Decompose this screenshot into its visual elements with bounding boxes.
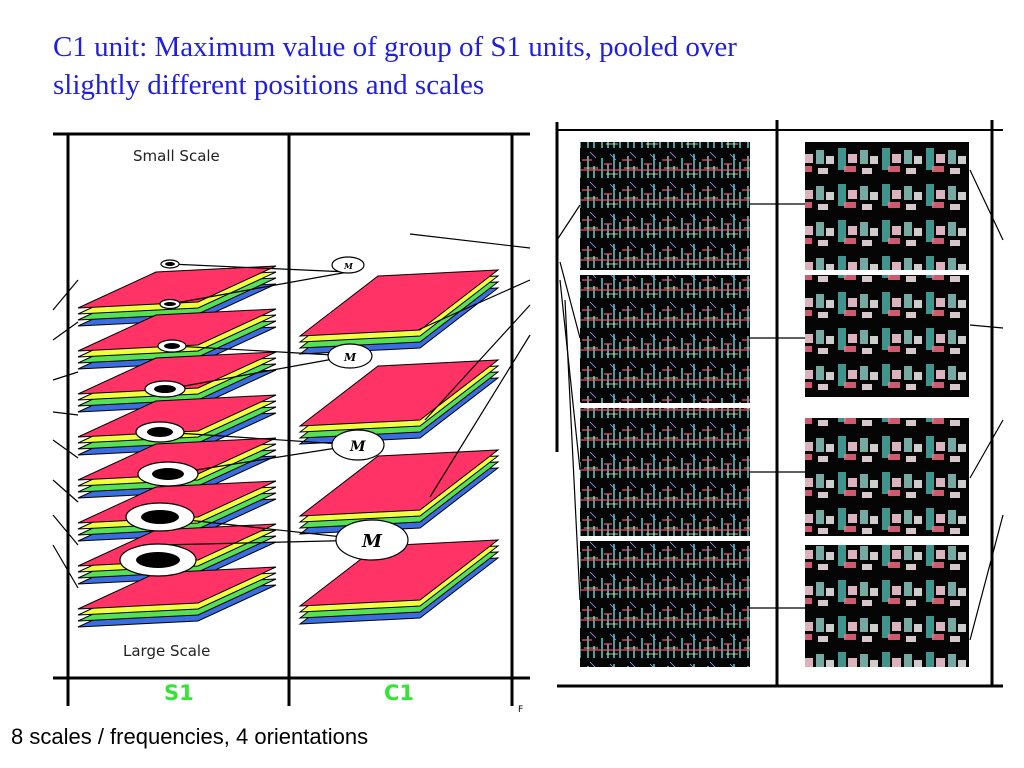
- slide-title: C1 unit: Maximum value of group of S1 un…: [53, 28, 953, 104]
- c1-unit-1: M: [331, 256, 365, 274]
- diagram-frame: [53, 132, 530, 706]
- s1-response-image-1: [580, 142, 750, 270]
- slide-caption: 8 scales / frequencies, 4 orientations: [11, 724, 369, 749]
- small-scale-label: Small Scale: [133, 147, 220, 165]
- s1-stack-1-layer-top: [77, 265, 277, 309]
- c1-stack-1-layer-top: [298, 269, 500, 337]
- image-panel-frame: [555, 120, 1003, 688]
- s1-unit-4: [144, 380, 186, 398]
- c1-unit-1-letter: M: [343, 261, 354, 271]
- s1-unit-2: [159, 298, 181, 310]
- c1-units: M M M M: [327, 256, 409, 561]
- s1-response-image-3: [580, 408, 750, 536]
- c1-response-image-4: [805, 545, 969, 667]
- s1-unit-3: [157, 339, 187, 353]
- cut-off-label: F: [518, 705, 523, 715]
- c1-layer-stacks: [298, 269, 500, 625]
- c1-response-image-1: [805, 142, 969, 270]
- slide-title-line-1: C1 unit: Maximum value of group of S1 un…: [53, 31, 737, 63]
- s1-to-c1-connectors: [159, 263, 371, 546]
- c1-unit-3: M: [331, 429, 385, 461]
- s1-response-image-4: [580, 541, 750, 667]
- large-scale-label: Large Scale: [123, 642, 210, 660]
- c1-unit-4: M: [335, 519, 409, 561]
- c1-stack-2-layer-top: [298, 359, 500, 427]
- c1-unit-2-letter: M: [343, 351, 357, 364]
- s1-unit-6: [137, 461, 199, 487]
- s1-unit-8: [119, 543, 197, 577]
- left-edge-connectors: [52, 279, 79, 589]
- s1-column-label: S1: [164, 681, 194, 705]
- image-connectors: [556, 169, 1004, 641]
- c1-stack-4-layer-top: [298, 539, 500, 607]
- c1-unit-4-letter: M: [361, 531, 383, 552]
- s1-unit-5: [135, 421, 185, 443]
- c1-unit-2: M: [327, 343, 373, 369]
- c1-unit-3-letter: M: [349, 439, 366, 455]
- s1-response-images: [580, 142, 750, 667]
- c1-response-image-3: [805, 418, 969, 536]
- c1-column-label: C1: [384, 681, 414, 705]
- c1-response-images: [805, 142, 969, 667]
- s1-unit-7: [125, 502, 195, 532]
- s1-response-image-2: [580, 275, 750, 403]
- c1-to-image-connectors: [409, 233, 531, 498]
- s1-unit-1: [160, 259, 180, 269]
- s1-stack-8-layer-top: [77, 566, 277, 610]
- slide-title-line-2: slightly different positions and scales: [53, 69, 485, 101]
- s1-receptive-fields: [119, 259, 199, 577]
- c1-response-image-2: [805, 275, 969, 397]
